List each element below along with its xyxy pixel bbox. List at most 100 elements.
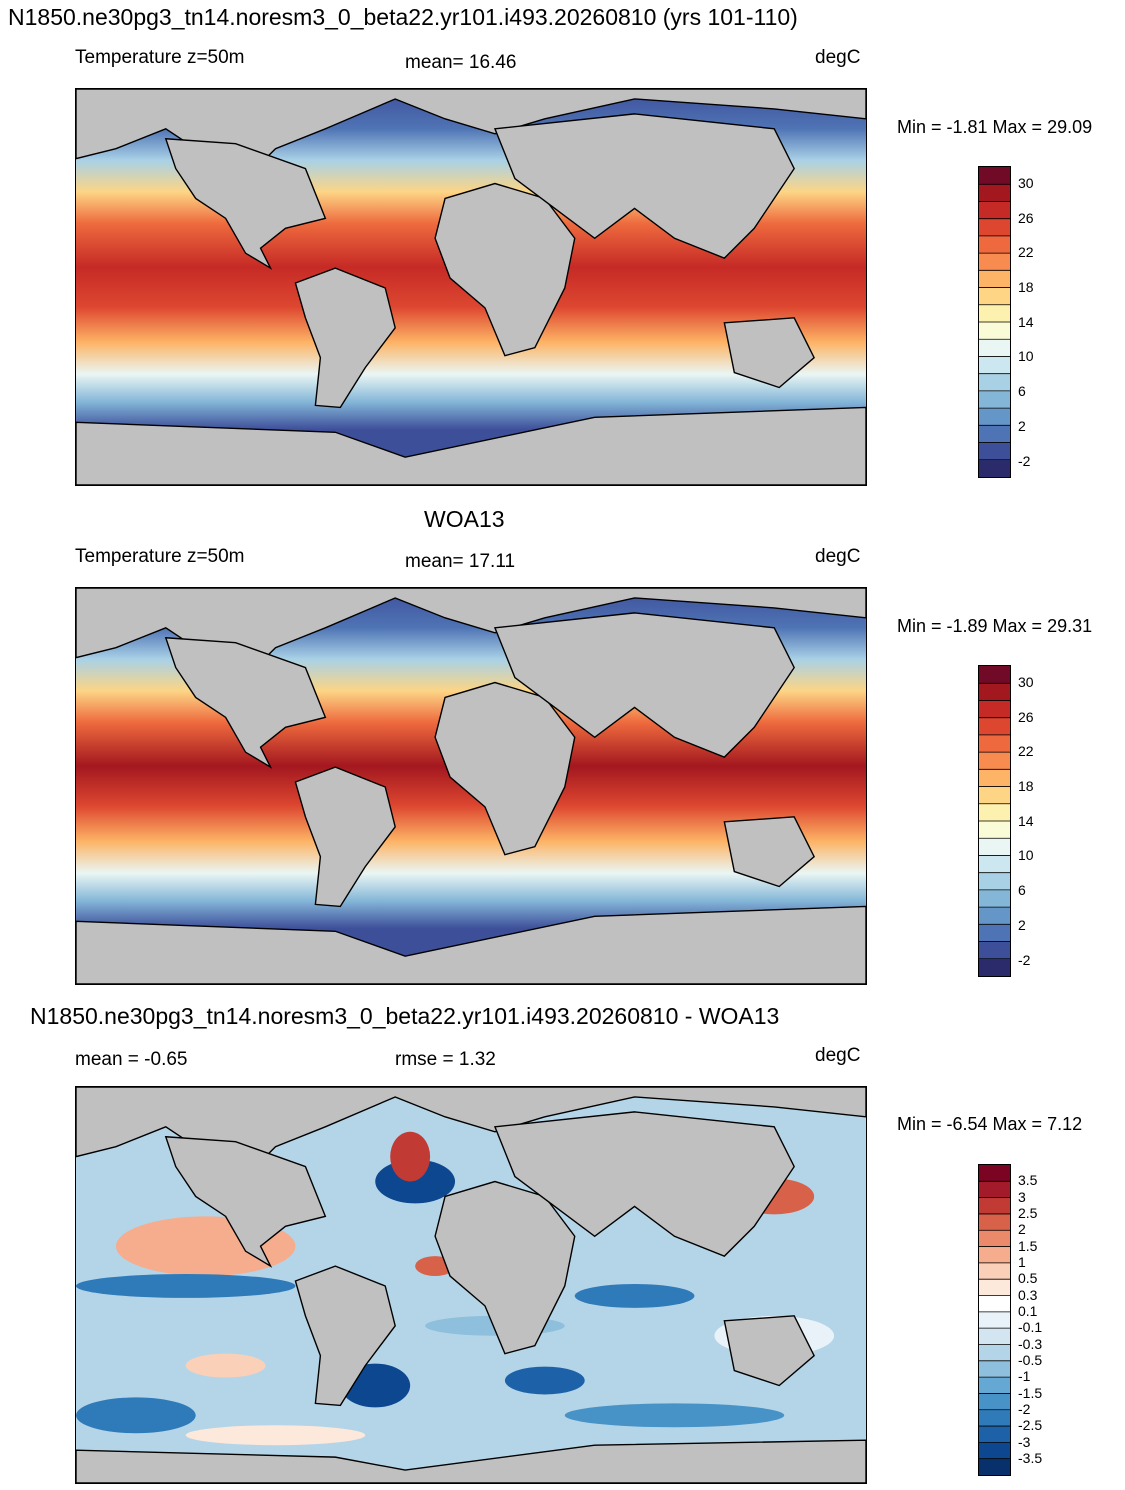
panel2-tick: 18 (1018, 778, 1034, 794)
colorbar-swatch (979, 666, 1010, 684)
colorbar-swatch (979, 786, 1010, 805)
panel3-colorbar-svg (979, 1165, 1010, 1475)
colorbar-swatch (979, 339, 1010, 357)
panel2-tick: 14 (1018, 813, 1034, 829)
colorbar-swatch (979, 1197, 1010, 1215)
colorbar-swatch (979, 872, 1010, 891)
colorbar-swatch (979, 1393, 1010, 1411)
panel3-tick: -1 (1018, 1368, 1031, 1384)
colorbar-swatch (979, 734, 1010, 753)
panel2-tick: 6 (1018, 882, 1026, 898)
colorbar-swatch (979, 752, 1010, 770)
panel2-variable-label: Temperature z=50m (75, 546, 245, 567)
panel3-rmse-label: rmse = 1.32 (395, 1049, 496, 1070)
panel3-tick: -3 (1018, 1434, 1031, 1450)
panel1-title: N1850.ne30pg3_tn14.noresm3_0_beta22.yr10… (8, 4, 798, 30)
colorbar-swatch (979, 717, 1010, 736)
panel3-tick: 0.3 (1018, 1287, 1038, 1303)
colorbar-swatch (979, 1295, 1010, 1313)
colorbar-swatch (979, 442, 1010, 461)
panel1-tick: -2 (1018, 453, 1031, 469)
colorbar-swatch (979, 1279, 1010, 1297)
colorbar-swatch (979, 821, 1010, 839)
colorbar-swatch (979, 683, 1010, 701)
panel1-minmax-label: Min = -1.81 Max = 29.09 (897, 117, 1093, 137)
colorbar-swatch (979, 390, 1010, 409)
panel1-tick: 10 (1018, 348, 1034, 364)
colorbar-swatch (979, 459, 1010, 477)
colorbar-swatch (979, 1458, 1010, 1475)
panel1-tick: 22 (1018, 244, 1034, 260)
panel3-tick: -0.1 (1018, 1319, 1043, 1335)
panel3-tick: 3 (1018, 1189, 1026, 1205)
panel2-colorbar (978, 665, 1011, 977)
panel1-colorbar-svg (979, 167, 1010, 477)
panel1-map (75, 88, 867, 486)
panel3-tick: -0.5 (1018, 1352, 1043, 1368)
colorbar-swatch (979, 322, 1010, 340)
panel1-tick: 2 (1018, 418, 1026, 434)
colorbar-swatch (979, 1344, 1010, 1362)
panel3-tick: -2 (1018, 1401, 1031, 1417)
panel3-tick: 2 (1018, 1221, 1026, 1237)
colorbar-swatch (979, 1360, 1010, 1378)
panel1-tick: 30 (1018, 175, 1034, 191)
panel3-tick: -2.5 (1018, 1417, 1043, 1433)
panel3-tick: 2.5 (1018, 1205, 1038, 1221)
colorbar-swatch (979, 838, 1010, 856)
colorbar-swatch (979, 803, 1010, 822)
panel1-colorbar (978, 166, 1011, 478)
panel2-mean-label: mean= 17.11 (405, 551, 516, 572)
panel2-tick: 30 (1018, 674, 1034, 690)
panel2-tick: -2 (1018, 952, 1031, 968)
panel2-tick: 22 (1018, 743, 1034, 759)
colorbar-swatch (979, 1246, 1010, 1264)
colorbar-swatch (979, 425, 1010, 444)
panel2-minmax-label: Min = -1.89 Max = 29.31 (897, 616, 1093, 636)
colorbar-swatch (979, 304, 1010, 323)
panel3-tick: -3.5 (1018, 1450, 1043, 1466)
panel3-tick: 1 (1018, 1254, 1026, 1270)
colorbar-swatch (979, 218, 1010, 237)
colorbar-swatch (979, 907, 1010, 925)
panel2-title: WOA13 (424, 506, 505, 532)
panel2-map (75, 587, 867, 985)
panel2-units-label: degC (815, 546, 861, 567)
panel2-tick: 26 (1018, 709, 1034, 725)
panel3-tick: 1.5 (1018, 1238, 1038, 1254)
panel1-units-label: degC (815, 47, 861, 68)
colorbar-swatch (979, 1442, 1010, 1460)
colorbar-swatch (979, 373, 1010, 392)
panel3-tick: 0.1 (1018, 1303, 1038, 1319)
colorbar-swatch (979, 1213, 1010, 1231)
panel1-map-svg (76, 89, 866, 485)
colorbar-swatch (979, 1377, 1010, 1394)
panel3-mean-label: mean = -0.65 (75, 1049, 188, 1070)
colorbar-swatch (979, 167, 1010, 185)
colorbar-swatch (979, 1426, 1010, 1443)
panel1-tick: 6 (1018, 383, 1026, 399)
colorbar-swatch (979, 287, 1010, 306)
panel2-land (76, 588, 866, 984)
colorbar-swatch (979, 855, 1010, 874)
panel3-map (75, 1086, 867, 1484)
panel1-land (76, 89, 866, 485)
panel3-colorbar (978, 1164, 1011, 1476)
panel3-tick: -1.5 (1018, 1385, 1043, 1401)
panel3-title: N1850.ne30pg3_tn14.noresm3_0_beta22.yr10… (30, 1003, 780, 1029)
panel1-variable-label: Temperature z=50m (75, 47, 245, 68)
colorbar-swatch (979, 356, 1010, 375)
colorbar-swatch (979, 253, 1010, 271)
panel1-tick: 26 (1018, 210, 1034, 226)
colorbar-swatch (979, 889, 1010, 908)
panel2-map-svg (76, 588, 866, 984)
colorbar-swatch (979, 1328, 1010, 1345)
colorbar-swatch (979, 769, 1010, 788)
panel3-tick: 3.5 (1018, 1172, 1038, 1188)
colorbar-swatch (979, 924, 1010, 943)
colorbar-swatch (979, 184, 1010, 202)
colorbar-swatch (979, 700, 1010, 719)
panel2-tick: 2 (1018, 917, 1026, 933)
panel1-mean-label: mean= 16.46 (405, 52, 517, 73)
colorbar-swatch (979, 201, 1010, 220)
